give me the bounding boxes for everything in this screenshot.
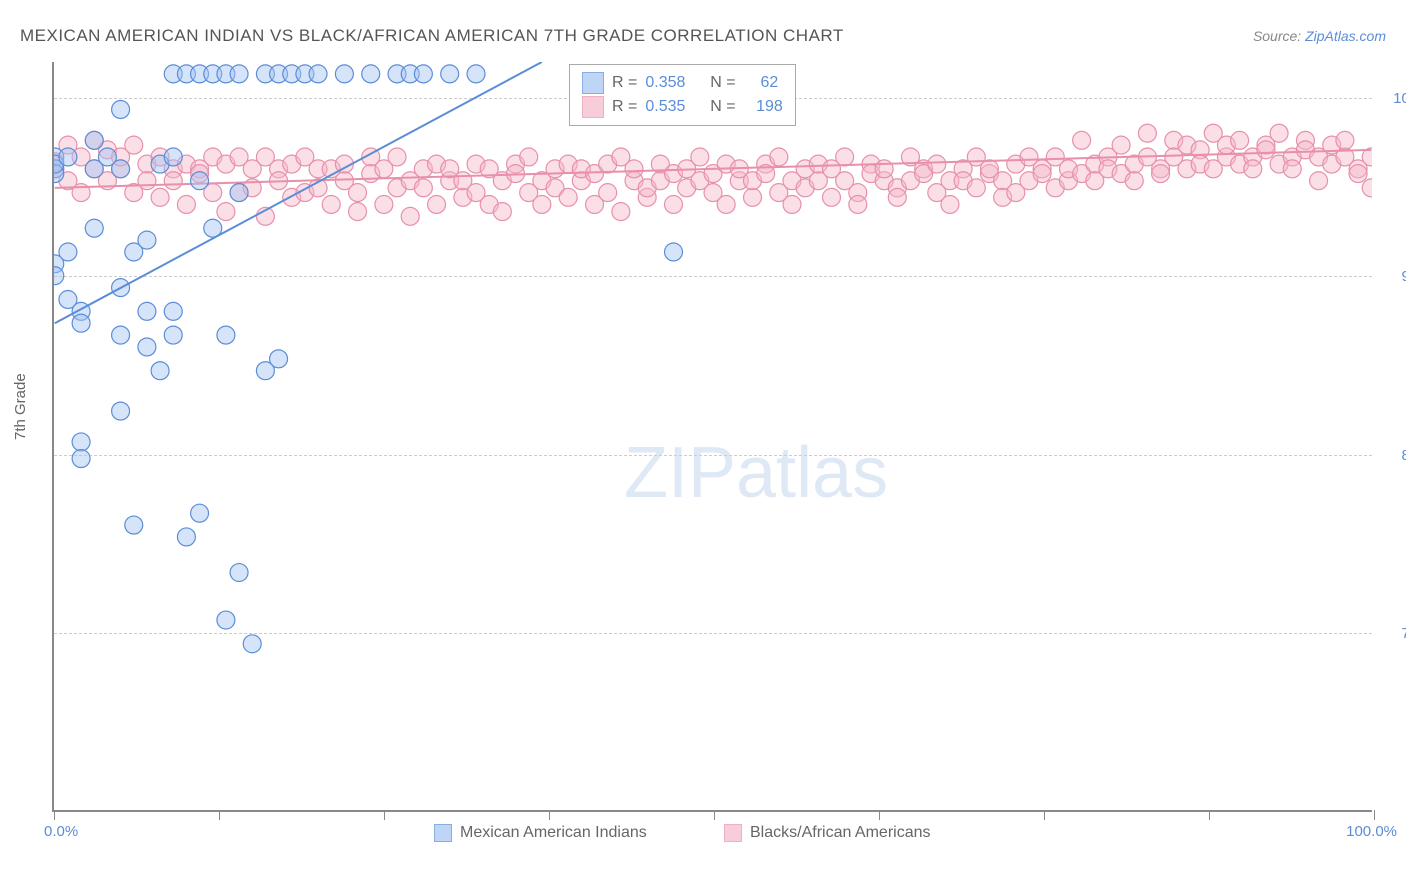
chart-container: MEXICAN AMERICAN INDIAN VS BLACK/AFRICAN… [0,0,1406,892]
legend-n-label-2: N = [710,98,735,116]
plot-area: ZIPatlas R = 0.358 N = 62 R = 0.535 N = … [52,62,1372,812]
legend-n-val-1: 62 [761,74,779,92]
legend-swatch-2 [582,96,604,118]
bottom-swatch-1 [434,824,452,842]
chart-title: MEXICAN AMERICAN INDIAN VS BLACK/AFRICAN… [20,26,844,46]
xtick-end-label: 100.0% [1346,823,1397,840]
legend-swatch-1 [582,72,604,94]
legend-row-1: R = 0.358 N = 62 [582,71,783,95]
bottom-legend-label-1: Mexican American Indians [460,824,647,842]
ytick-label: 85.0% [1401,447,1406,464]
bottom-legend-1: Mexican American Indians [434,824,647,842]
bottom-swatch-2 [724,824,742,842]
xtick [1374,810,1375,820]
y-axis-label: 7th Grade [12,373,29,440]
legend-r-val-1: 0.358 [645,74,685,92]
ytick-label: 77.5% [1401,625,1406,642]
xtick [714,810,715,820]
ytick-label: 100.0% [1393,90,1406,107]
xtick [54,810,55,820]
xtick [219,810,220,820]
legend-box: R = 0.358 N = 62 R = 0.535 N = 198 [569,64,796,126]
legend-n-label-1: N = [710,74,735,92]
xtick [384,810,385,820]
legend-r-val-2: 0.535 [645,98,685,116]
source-label: Source: [1253,28,1301,44]
bottom-legend-2: Blacks/African Americans [724,824,931,842]
bottom-legend-label-2: Blacks/African Americans [750,824,931,842]
xtick [549,810,550,820]
legend-r-label-1: R = [612,74,637,92]
xtick [879,810,880,820]
source-link[interactable]: ZipAtlas.com [1305,28,1386,44]
ytick-label: 92.5% [1401,268,1406,285]
xtick [1209,810,1210,820]
legend-row-2: R = 0.535 N = 198 [582,95,783,119]
xtick-start-label: 0.0% [44,823,78,840]
source-attribution: Source: ZipAtlas.com [1253,28,1386,44]
legend-r-label-2: R = [612,98,637,116]
legend-n-val-2: 198 [756,98,783,116]
xtick [1044,810,1045,820]
scatter-svg [54,62,1372,810]
